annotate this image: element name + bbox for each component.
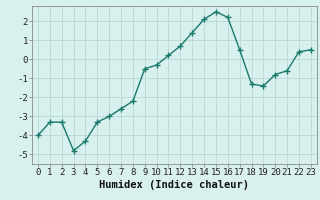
X-axis label: Humidex (Indice chaleur): Humidex (Indice chaleur) — [100, 180, 249, 190]
